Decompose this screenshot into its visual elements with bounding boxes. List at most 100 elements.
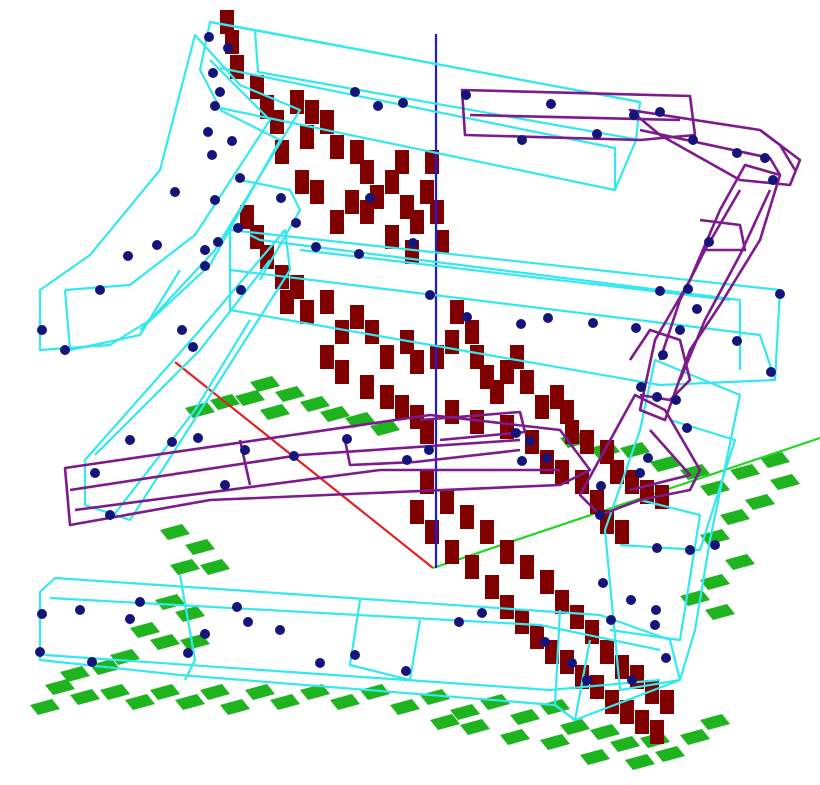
- control-point[interactable]: [183, 648, 193, 658]
- control-point[interactable]: [373, 101, 383, 111]
- control-point[interactable]: [606, 615, 616, 625]
- control-point[interactable]: [401, 666, 411, 676]
- control-point[interactable]: [200, 245, 210, 255]
- wireframe-box[interactable]: [83, 228, 292, 522]
- control-point[interactable]: [652, 392, 662, 402]
- control-point[interactable]: [90, 468, 100, 478]
- control-point[interactable]: [661, 653, 671, 663]
- control-point[interactable]: [598, 578, 608, 588]
- control-point[interactable]: [477, 608, 487, 618]
- control-point[interactable]: [682, 423, 692, 433]
- control-point[interactable]: [511, 428, 521, 438]
- control-point[interactable]: [425, 290, 435, 300]
- control-point[interactable]: [688, 135, 698, 145]
- control-point[interactable]: [775, 289, 785, 299]
- control-point[interactable]: [350, 650, 360, 660]
- control-point[interactable]: [87, 657, 97, 667]
- control-point[interactable]: [289, 451, 299, 461]
- control-point[interactable]: [207, 150, 217, 160]
- control-point[interactable]: [408, 238, 418, 248]
- control-point[interactable]: [200, 629, 210, 639]
- control-point[interactable]: [210, 195, 220, 205]
- control-point[interactable]: [461, 90, 471, 100]
- wireframe-box[interactable]: [38, 33, 302, 352]
- control-point[interactable]: [635, 468, 645, 478]
- control-point[interactable]: [768, 175, 778, 185]
- control-point[interactable]: [236, 285, 246, 295]
- wireframe-box[interactable]: [228, 228, 782, 387]
- control-point[interactable]: [685, 545, 695, 555]
- wireframe-box[interactable]: [460, 88, 697, 142]
- control-point[interactable]: [235, 173, 245, 183]
- control-point[interactable]: [60, 345, 70, 355]
- control-point[interactable]: [276, 193, 286, 203]
- control-point[interactable]: [125, 614, 135, 624]
- control-point[interactable]: [517, 456, 527, 466]
- control-point[interactable]: [651, 605, 661, 615]
- control-point[interactable]: [233, 223, 243, 233]
- control-point[interactable]: [315, 658, 325, 668]
- control-point[interactable]: [650, 620, 660, 630]
- control-point[interactable]: [424, 445, 434, 455]
- control-point[interactable]: [629, 110, 639, 120]
- control-point[interactable]: [658, 350, 668, 360]
- control-point[interactable]: [105, 510, 115, 520]
- control-point[interactable]: [200, 261, 210, 271]
- control-point[interactable]: [152, 240, 162, 250]
- control-point[interactable]: [35, 647, 45, 657]
- control-point[interactable]: [626, 595, 636, 605]
- control-point[interactable]: [240, 445, 250, 455]
- control-point[interactable]: [203, 127, 213, 137]
- control-point[interactable]: [592, 129, 602, 139]
- control-point[interactable]: [671, 395, 681, 405]
- control-point[interactable]: [398, 98, 408, 108]
- control-point[interactable]: [125, 435, 135, 445]
- control-point[interactable]: [95, 285, 105, 295]
- control-point[interactable]: [732, 148, 742, 158]
- control-point[interactable]: [208, 68, 218, 78]
- control-point[interactable]: [204, 32, 214, 42]
- control-point[interactable]: [223, 43, 233, 53]
- control-point[interactable]: [220, 480, 230, 490]
- control-point[interactable]: [170, 187, 180, 197]
- control-point[interactable]: [402, 455, 412, 465]
- control-point[interactable]: [540, 637, 550, 647]
- control-point[interactable]: [596, 481, 606, 491]
- control-point[interactable]: [232, 602, 242, 612]
- control-point[interactable]: [567, 658, 577, 668]
- control-point[interactable]: [675, 325, 685, 335]
- control-point[interactable]: [546, 99, 556, 109]
- wireframe-box[interactable]: [638, 163, 782, 422]
- control-point[interactable]: [75, 605, 85, 615]
- control-point[interactable]: [692, 304, 702, 314]
- control-point[interactable]: [760, 153, 770, 163]
- control-point[interactable]: [37, 609, 47, 619]
- control-point[interactable]: [350, 87, 360, 97]
- control-point[interactable]: [525, 436, 535, 446]
- control-point[interactable]: [627, 675, 637, 685]
- control-point[interactable]: [177, 325, 187, 335]
- control-point[interactable]: [652, 543, 662, 553]
- control-point[interactable]: [342, 434, 352, 444]
- control-point[interactable]: [543, 313, 553, 323]
- control-point[interactable]: [631, 323, 641, 333]
- control-point[interactable]: [37, 325, 47, 335]
- control-point[interactable]: [542, 453, 552, 463]
- control-point[interactable]: [582, 675, 592, 685]
- control-point[interactable]: [636, 382, 646, 392]
- control-point[interactable]: [655, 107, 665, 117]
- control-point[interactable]: [215, 87, 225, 97]
- control-point[interactable]: [462, 312, 472, 322]
- control-point[interactable]: [454, 617, 464, 627]
- control-point[interactable]: [354, 249, 364, 259]
- control-point[interactable]: [588, 318, 598, 328]
- control-point[interactable]: [710, 540, 720, 550]
- control-point[interactable]: [516, 319, 526, 329]
- control-point[interactable]: [213, 237, 223, 247]
- control-point[interactable]: [704, 237, 714, 247]
- wireframe-box[interactable]: [38, 576, 682, 722]
- control-point[interactable]: [311, 242, 321, 252]
- control-point[interactable]: [655, 286, 665, 296]
